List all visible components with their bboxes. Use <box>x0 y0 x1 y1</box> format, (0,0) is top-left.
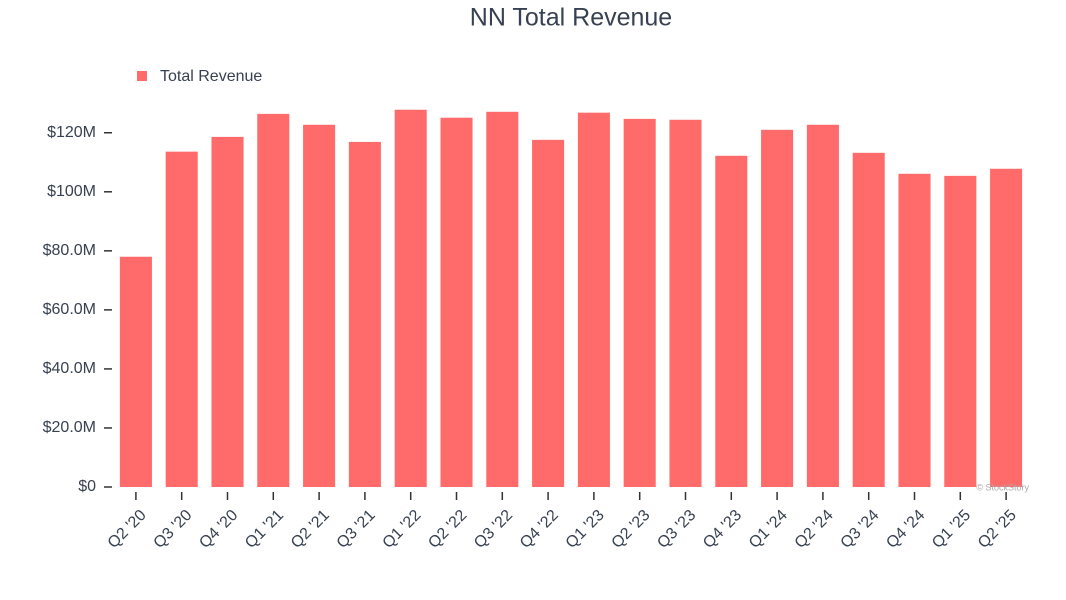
bar <box>440 117 473 487</box>
bar <box>486 111 519 488</box>
y-tick-label: $20.0M <box>43 419 96 436</box>
bar <box>715 155 748 488</box>
bar <box>119 256 152 487</box>
x-tick-label: Q3 '23 <box>654 507 699 552</box>
x-tick-label: Q2 '24 <box>792 507 837 552</box>
x-tick-label: Q1 '21 <box>242 507 287 552</box>
chart-title: NN Total Revenue <box>470 4 672 32</box>
x-tick-label: Q4 '23 <box>700 507 745 552</box>
bar <box>898 173 931 488</box>
x-tick-label: Q2 '21 <box>288 507 333 552</box>
x-tick-label: Q2 '22 <box>425 507 470 552</box>
bar <box>348 141 381 487</box>
x-tick-label: Q1 '25 <box>929 507 974 552</box>
x-tick-label: Q4 '22 <box>517 507 562 552</box>
bar <box>806 124 839 487</box>
x-tick-label: Q3 '20 <box>151 507 196 552</box>
y-tick-label: $120M <box>47 124 96 141</box>
bar <box>303 124 336 487</box>
bar <box>165 151 198 487</box>
x-tick-label: Q2 '23 <box>609 507 654 552</box>
bar <box>623 118 656 488</box>
x-tick-label: Q1 '22 <box>380 507 425 552</box>
x-tick-label: Q1 '23 <box>563 507 608 552</box>
y-tick-label: $40.0M <box>43 360 96 377</box>
bar <box>761 129 794 488</box>
watermark: © StockStory <box>976 482 1029 492</box>
legend-swatch <box>137 71 147 81</box>
bar <box>257 113 290 488</box>
y-tick-label: $0 <box>78 478 96 495</box>
bar <box>532 139 565 488</box>
bar <box>211 136 244 487</box>
bar <box>852 152 885 487</box>
x-tick-label: Q1 '24 <box>746 507 791 552</box>
x-tick-label: Q3 '21 <box>334 507 379 552</box>
bar <box>669 119 702 487</box>
x-tick-label: Q2 '25 <box>975 507 1020 552</box>
bar <box>990 168 1023 487</box>
bar <box>944 175 977 488</box>
y-tick-label: $80.0M <box>43 242 96 259</box>
y-tick-label: $60.0M <box>43 301 96 318</box>
y-tick-label: $100M <box>47 183 96 200</box>
legend-label: Total Revenue <box>160 68 262 85</box>
bar <box>577 112 610 487</box>
x-tick-label: Q4 '24 <box>883 507 928 552</box>
bar <box>394 109 427 487</box>
x-tick-label: Q3 '22 <box>471 507 516 552</box>
x-tick-label: Q2 '20 <box>105 507 150 552</box>
x-tick-label: Q4 '20 <box>196 507 241 552</box>
x-tick-label: Q3 '24 <box>838 507 883 552</box>
